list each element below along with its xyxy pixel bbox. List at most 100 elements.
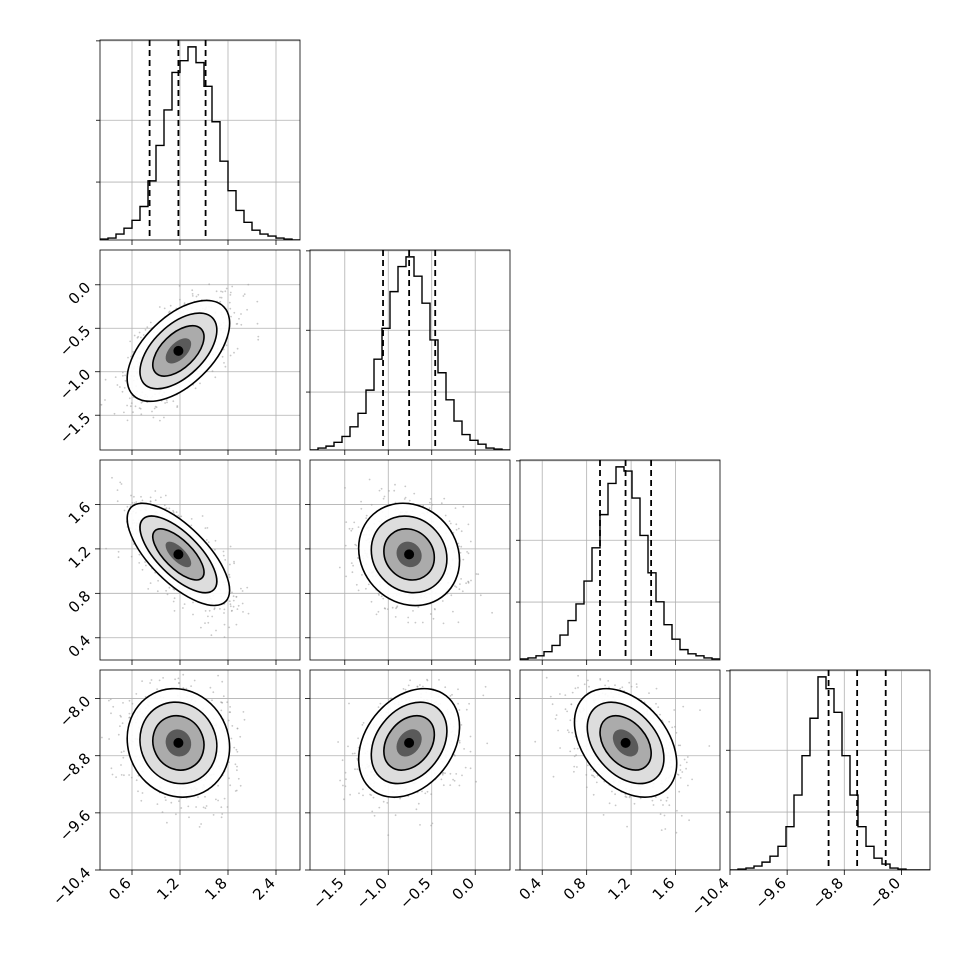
sample-point <box>217 674 220 677</box>
sample-point <box>197 796 199 798</box>
sample-point <box>121 722 124 725</box>
sample-point <box>151 410 153 413</box>
histogram-step <box>100 46 300 240</box>
sample-point <box>141 499 144 502</box>
sample-point <box>235 595 238 598</box>
sample-point <box>414 621 417 624</box>
sample-point <box>183 603 186 605</box>
sample-point <box>459 583 461 585</box>
sample-point <box>224 559 227 561</box>
sample-point <box>111 476 113 479</box>
sample-point <box>207 541 210 544</box>
sample-point <box>460 578 462 580</box>
sample-point <box>256 322 259 325</box>
sample-point <box>461 774 463 777</box>
sample-point <box>138 553 141 556</box>
sample-point <box>201 515 204 517</box>
sample-point <box>451 693 453 696</box>
sample-point <box>233 351 235 354</box>
sample-point <box>130 355 132 358</box>
sample-point <box>458 741 461 744</box>
sample-point <box>229 563 231 566</box>
sample-point <box>457 527 460 530</box>
sample-point <box>211 699 213 702</box>
sample-point <box>455 523 458 526</box>
sample-point <box>111 773 114 776</box>
sample-point <box>163 504 166 507</box>
sample-point <box>429 498 432 500</box>
sample-point <box>444 686 447 689</box>
x-tick-label: 2.4 <box>249 874 279 904</box>
sample-point <box>464 766 467 769</box>
sample-point <box>123 509 126 512</box>
sample-point <box>422 685 424 688</box>
sample-point <box>140 413 143 416</box>
sample-point <box>172 600 175 603</box>
sample-point <box>350 529 353 532</box>
sample-point <box>211 615 214 618</box>
sample-point <box>452 778 454 781</box>
sample-point <box>173 597 176 600</box>
sample-point <box>593 776 596 779</box>
sample-point <box>89 720 91 722</box>
sample-point <box>116 384 119 386</box>
sample-point <box>339 779 341 782</box>
sample-point <box>130 402 133 404</box>
sample-point <box>225 344 228 347</box>
sample-point <box>241 590 244 592</box>
sample-point <box>247 612 250 615</box>
sample-point <box>204 610 207 612</box>
sample-point <box>486 742 489 745</box>
sample-point <box>100 403 103 406</box>
sample-point <box>417 606 420 608</box>
sample-point <box>138 331 141 334</box>
scatter-panel-3-0: 0.6 1.2 1.8 2.4−10.4−9.6−8.8−8.0 <box>49 669 301 909</box>
sample-point <box>228 600 231 603</box>
sample-point <box>228 626 231 629</box>
sample-point <box>116 500 119 503</box>
sample-point <box>465 582 467 585</box>
sample-point <box>233 560 235 563</box>
sample-point <box>194 387 197 390</box>
sample-point <box>247 283 250 286</box>
sample-point <box>126 419 129 422</box>
sample-point <box>673 709 676 711</box>
sample-point <box>555 714 558 716</box>
sample-point <box>122 374 124 377</box>
sample-point <box>230 737 233 740</box>
sample-point <box>241 602 244 605</box>
sample-point <box>182 687 185 689</box>
sample-point <box>430 824 432 827</box>
sample-point <box>229 784 232 787</box>
sample-point <box>205 805 208 807</box>
sample-point <box>169 304 172 307</box>
sample-point <box>614 804 617 807</box>
histogram-step <box>520 466 720 660</box>
y-tick-label: −8.8 <box>56 749 94 787</box>
sample-point <box>394 483 396 486</box>
sample-point <box>166 593 169 596</box>
sample-point <box>371 810 374 813</box>
sample-point <box>462 558 465 561</box>
sample-point <box>137 790 139 793</box>
axes-frame <box>99 39 301 241</box>
sample-point <box>150 679 153 681</box>
sample-point <box>236 750 239 753</box>
sample-point <box>182 607 184 609</box>
sample-point <box>224 290 227 293</box>
sample-point <box>236 769 238 772</box>
sample-point <box>460 724 463 726</box>
axes-frame <box>99 669 301 871</box>
sample-point <box>355 583 358 586</box>
sample-point <box>429 501 431 504</box>
sample-point <box>407 684 410 687</box>
sample-point <box>413 492 416 495</box>
sample-point <box>353 752 356 755</box>
sample-point <box>144 329 147 331</box>
sample-point <box>211 370 214 373</box>
sample-point <box>221 291 224 293</box>
sample-point <box>214 539 217 542</box>
y-tick-label: −9.6 <box>56 806 94 844</box>
sample-point <box>135 779 138 782</box>
sample-point <box>226 701 229 704</box>
